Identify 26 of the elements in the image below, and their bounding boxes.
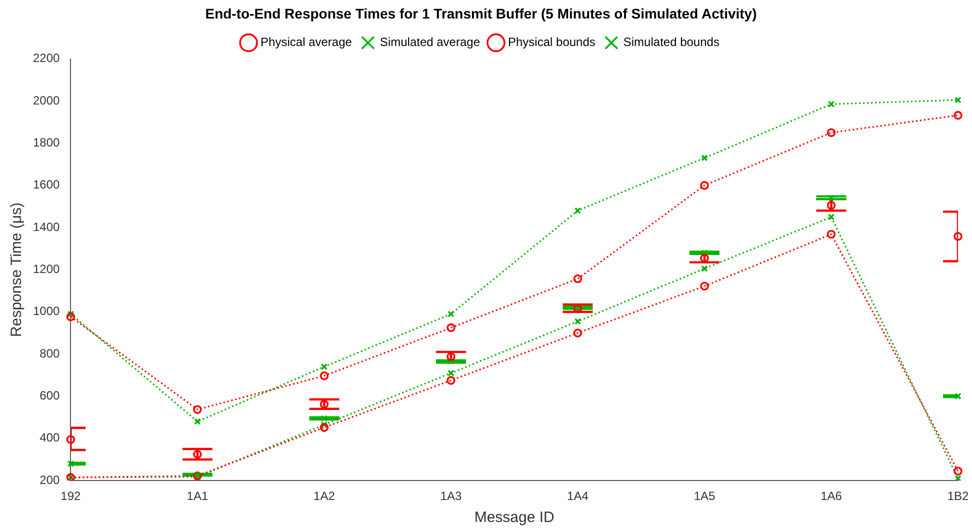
y-tick-label: 1600 bbox=[32, 178, 60, 192]
x-tick-label: 1A3 bbox=[440, 489, 462, 504]
y-tick-label: 600 bbox=[40, 388, 60, 403]
x-tick-label: 192 bbox=[60, 489, 82, 504]
y-tick-label: 1000 bbox=[32, 304, 60, 318]
y-tick-label: 2000 bbox=[32, 93, 60, 108]
y-tick-label: 1800 bbox=[32, 135, 60, 150]
x-axis-title: Message ID bbox=[474, 509, 555, 526]
x-tick-label: 1A6 bbox=[820, 489, 842, 504]
legend-label: Simulated bounds bbox=[623, 35, 720, 50]
y-tick-label: 1200 bbox=[32, 262, 60, 276]
legend-label: Simulated average bbox=[380, 35, 480, 50]
y-tick-label: 200 bbox=[40, 472, 60, 487]
y-axis-title: Response Time (μs) bbox=[8, 202, 26, 337]
x-tick-label: 1A1 bbox=[186, 489, 208, 504]
chart-title: End-to-End Response Times for 1 Transmit Buffer (5 Minutes of Simulated Activity) bbox=[205, 5, 757, 22]
x-tick-label: 1B2 bbox=[947, 489, 969, 504]
x-tick-label: 1A4 bbox=[567, 489, 589, 504]
y-tick-label: 800 bbox=[40, 346, 60, 360]
y-tick-label: 2200 bbox=[32, 51, 60, 66]
legend-label: Physical average bbox=[260, 35, 352, 50]
x-tick-label: 1A5 bbox=[694, 489, 716, 504]
legend-label: Physical bounds bbox=[508, 35, 596, 50]
y-tick-label: 400 bbox=[40, 430, 60, 445]
x-tick-label: 1A2 bbox=[314, 489, 336, 504]
y-tick-label: 1400 bbox=[32, 220, 60, 234]
